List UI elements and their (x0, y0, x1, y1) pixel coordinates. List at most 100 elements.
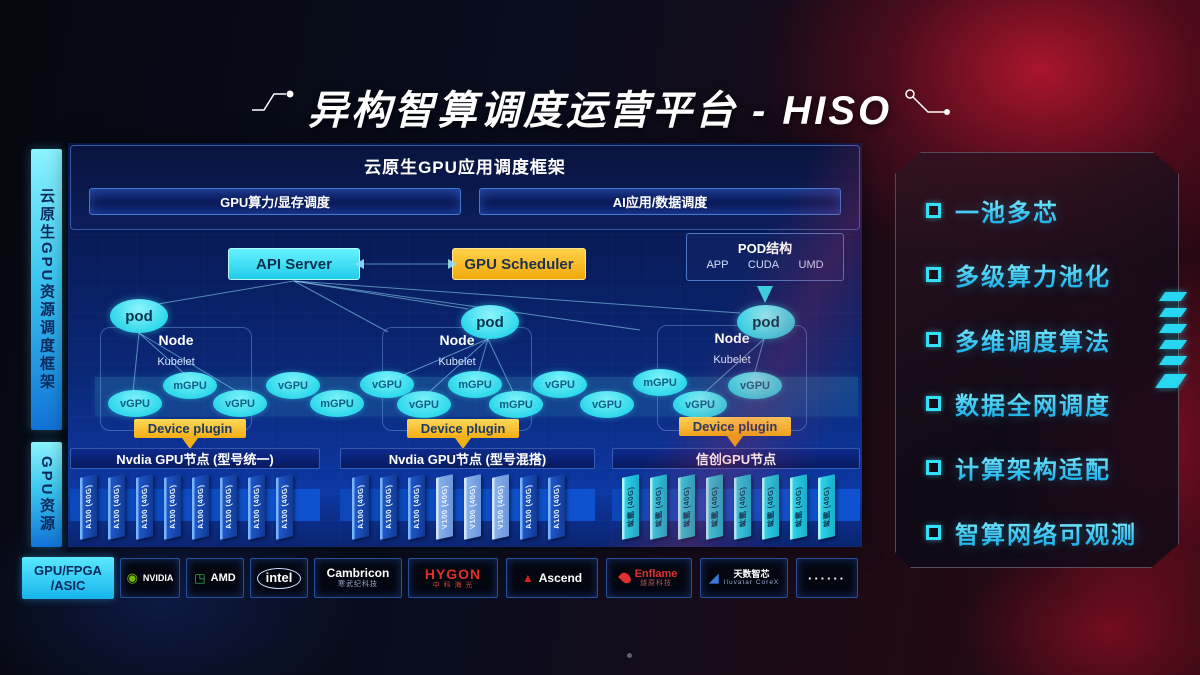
gpu-card-label: A100 (40G) (252, 483, 261, 531)
gpu-card-label: A100 (40G) (84, 483, 93, 531)
pod-ellipse-3: pod (737, 305, 795, 339)
mgpu-ellipse: mGPU (163, 372, 217, 399)
square-bullet-icon (926, 332, 941, 347)
feature-item: 多级算力池化 (926, 257, 1111, 292)
vendor-iluvatar: ◢ 天数智芯 Iluvatar CoreX (700, 558, 788, 598)
kubelet-label: Kubelet (157, 356, 195, 368)
gpu-group-header-2: Nvdia GPU节点 (型号混搭) (340, 448, 595, 469)
feature-item: 多维调度算法 (926, 322, 1111, 357)
vendor-name: HYGON (424, 565, 482, 582)
gpu-group-header-1: Nvdia GPU节点 (型号统一) (70, 448, 320, 469)
gpu-card-label: A100 (40G) (356, 483, 365, 531)
gpu-card-label: 昇腾 (40G) (794, 485, 803, 529)
gpu-card-label: V100 (40G) (468, 484, 477, 530)
square-bullet-icon (926, 396, 941, 411)
vgpu-ellipse: vGPU (533, 371, 587, 398)
rail-cloud-native-gpu-framework: 云原生GPU资源调度框架 (31, 149, 62, 430)
lane-gpu-compute-scheduling: GPU算力/显存调度 (89, 188, 461, 215)
device-plugin-2: Device plugin (407, 419, 519, 438)
feature-label: 一池多芯 (955, 193, 1059, 228)
mgpu-ellipse: mGPU (633, 369, 687, 396)
pod-item-app: APP (706, 259, 729, 271)
vendor-subname: 寒武纪科技 (338, 580, 378, 588)
mgpu-ellipse: mGPU (489, 391, 543, 418)
square-bullet-icon (926, 203, 941, 218)
gpu-card-label: 昇腾 (40G) (738, 485, 747, 529)
gpu-card-label: 昇腾 (40G) (766, 485, 775, 529)
page-title: 异构智算调度运营平台 - HISO (307, 89, 893, 133)
gpu-card-label: A100 (40G) (552, 483, 561, 531)
gpu-card-label: A100 (40G) (412, 483, 421, 531)
vendor-cambricon: Cambricon 寒武纪科技 (314, 558, 402, 598)
pod-ellipse-2: pod (461, 305, 519, 339)
gpu-card-label: A100 (40G) (140, 483, 149, 531)
ascend-triangle-icon: ▲ (521, 571, 534, 585)
gpu-card-label: V100 (40G) (440, 484, 449, 530)
vendor-name: NVIDIA (142, 573, 174, 583)
feature-label: 数据全网调度 (955, 386, 1111, 421)
pod-item-umd: UMD (798, 259, 824, 271)
mgpu-ellipse: mGPU (310, 390, 364, 417)
pod-structure-title: POD结构 (737, 241, 793, 256)
vendor-amd: ◳ AMD (186, 558, 244, 598)
feature-item: 数据全网调度 (926, 386, 1111, 421)
gpu-card-stack-3: 昇腾 (40G) 昇腾 (40G) 昇腾 (40G) 昇腾 (40G) 昇腾 (… (612, 472, 860, 546)
hatch-deco-icon (1158, 324, 1188, 333)
chip-category-line2: /ASIC (50, 578, 86, 593)
down-arrow-icon (455, 438, 471, 449)
kubelet-label: Kubelet (713, 354, 751, 366)
vendor-name: Enflame (634, 567, 678, 580)
vgpu-ellipse: vGPU (108, 390, 162, 417)
gpu-card-label: A100 (40G) (524, 483, 533, 531)
gpu-card-label: A100 (40G) (168, 483, 177, 531)
architecture-panel: 云原生GPU应用调度框架 GPU算力/显存调度 AI应用/数据调度 API Se… (68, 143, 862, 547)
feature-label: 多级算力池化 (955, 257, 1111, 292)
feature-label: 计算架构适配 (955, 450, 1111, 485)
pod-structure-items: APP CUDA UMD (687, 259, 843, 271)
page-indicator-dot (627, 653, 632, 658)
vendor-subname: 燧原科技 (639, 580, 672, 588)
square-bullet-icon (926, 525, 941, 540)
vendor-name: 天数智芯 (733, 569, 770, 580)
vendor-nvidia: ◉ NVIDIA (120, 558, 180, 598)
pod-ellipse-1: pod (110, 299, 168, 333)
lane-ai-data-scheduling: AI应用/数据调度 (479, 188, 841, 215)
gpu-card-label: 昇腾 (40G) (822, 485, 831, 529)
feature-item: 智算网络可观测 (926, 515, 1137, 550)
enflame-flame-icon (617, 570, 633, 586)
vgpu-ellipse: vGPU (266, 372, 320, 399)
chip-category-line1: GPU/FPGA (34, 563, 102, 578)
vendor-hygon: HYGON 中 科 海 光 (408, 558, 498, 598)
vgpu-ellipse: vGPU (397, 391, 451, 418)
square-bullet-icon (926, 267, 941, 282)
iluvatar-triangle-icon: ◢ (708, 570, 719, 585)
feature-item: 计算架构适配 (926, 450, 1111, 485)
vgpu-ellipse: vGPU (213, 390, 267, 417)
feature-label: 智算网络可观测 (955, 515, 1137, 550)
intel-oval-logo: intel (256, 567, 302, 589)
rail-gpu-resources: GPU资源 (31, 442, 62, 547)
square-bullet-icon (926, 460, 941, 475)
device-plugin-1: Device plugin (134, 419, 246, 438)
amd-arrow-icon: ◳ (194, 571, 206, 585)
vendor-subname: Iluvatar CoreX (723, 579, 780, 587)
gpu-card-label: 昇腾 (40G) (654, 485, 663, 529)
gpu-card-label: A100 (40G) (112, 483, 121, 531)
vendor-name: AMD (210, 572, 236, 584)
vgpu-ellipse: vGPU (580, 391, 634, 418)
feature-item: 一池多芯 (926, 193, 1059, 228)
hatch-deco-icon (1158, 356, 1188, 365)
feature-label: 多维调度算法 (955, 322, 1111, 357)
vendor-enflame: Enflame 燧原科技 (606, 558, 692, 598)
gpu-card-label: V100 (40G) (496, 484, 505, 530)
gpu-card-label: A100 (40G) (384, 483, 393, 531)
feature-panel: 一池多芯 多级算力池化 多维调度算法 数据全网调度 计算架构适配 智算网络可观测 (895, 152, 1179, 568)
node-label: Node (158, 332, 194, 348)
hatch-deco-icon (1158, 292, 1188, 301)
gpu-group-header-3: 信创GPU节点 (612, 448, 860, 469)
vendor-name: Cambricon (326, 566, 390, 581)
gpu-scheduler-box: GPU Scheduler (452, 248, 586, 280)
nvidia-eye-icon: ◉ (126, 570, 138, 585)
kubelet-label: Kubelet (438, 356, 476, 368)
